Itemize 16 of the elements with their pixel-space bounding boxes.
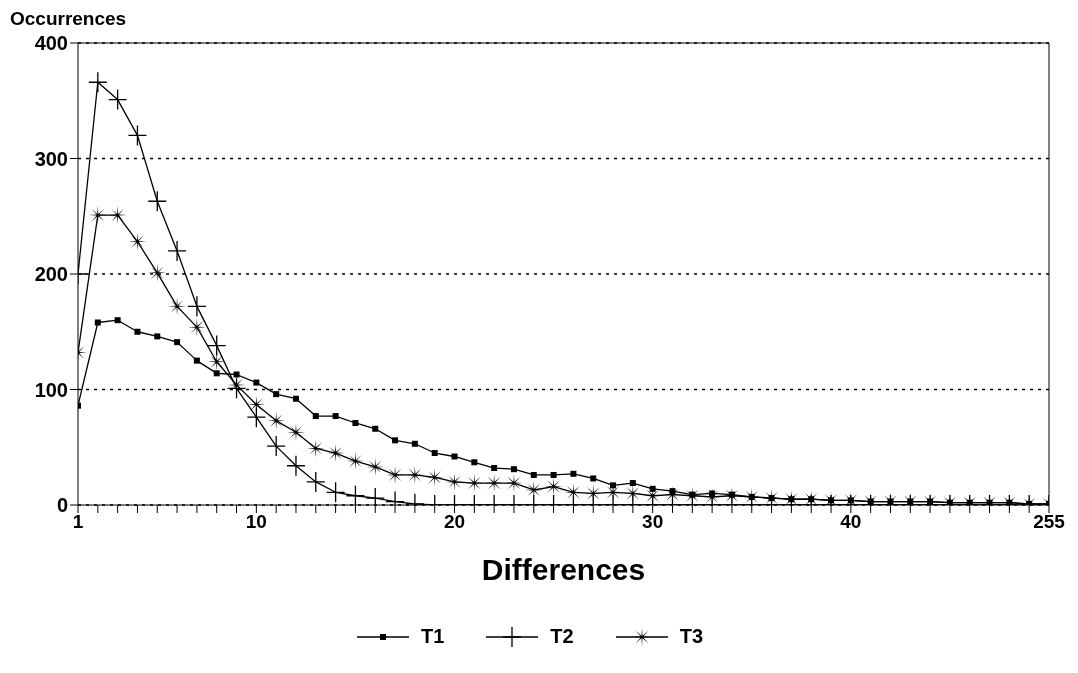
x-tick-label: 255 [1033, 511, 1066, 533]
x-tick-label: 40 [840, 511, 862, 533]
x-tick-label: 10 [245, 511, 267, 533]
legend-label: T2 [549, 625, 574, 648]
x-tick-label: 30 [642, 511, 664, 533]
y-axis-title: Occurrences [10, 8, 127, 30]
y-tick-label: 200 [34, 263, 68, 286]
x-tick-label: 1 [72, 511, 84, 533]
x-tick-label: 20 [443, 511, 466, 533]
x-axis-title: Differences [481, 553, 646, 586]
y-tick-label: 100 [34, 378, 68, 401]
y-tick-label: 0 [56, 494, 68, 517]
legend-label: T3 [678, 625, 704, 648]
legend-label: T1 [420, 625, 445, 648]
y-tick-label: 300 [34, 147, 68, 170]
y-tick-label: 400 [34, 32, 68, 55]
